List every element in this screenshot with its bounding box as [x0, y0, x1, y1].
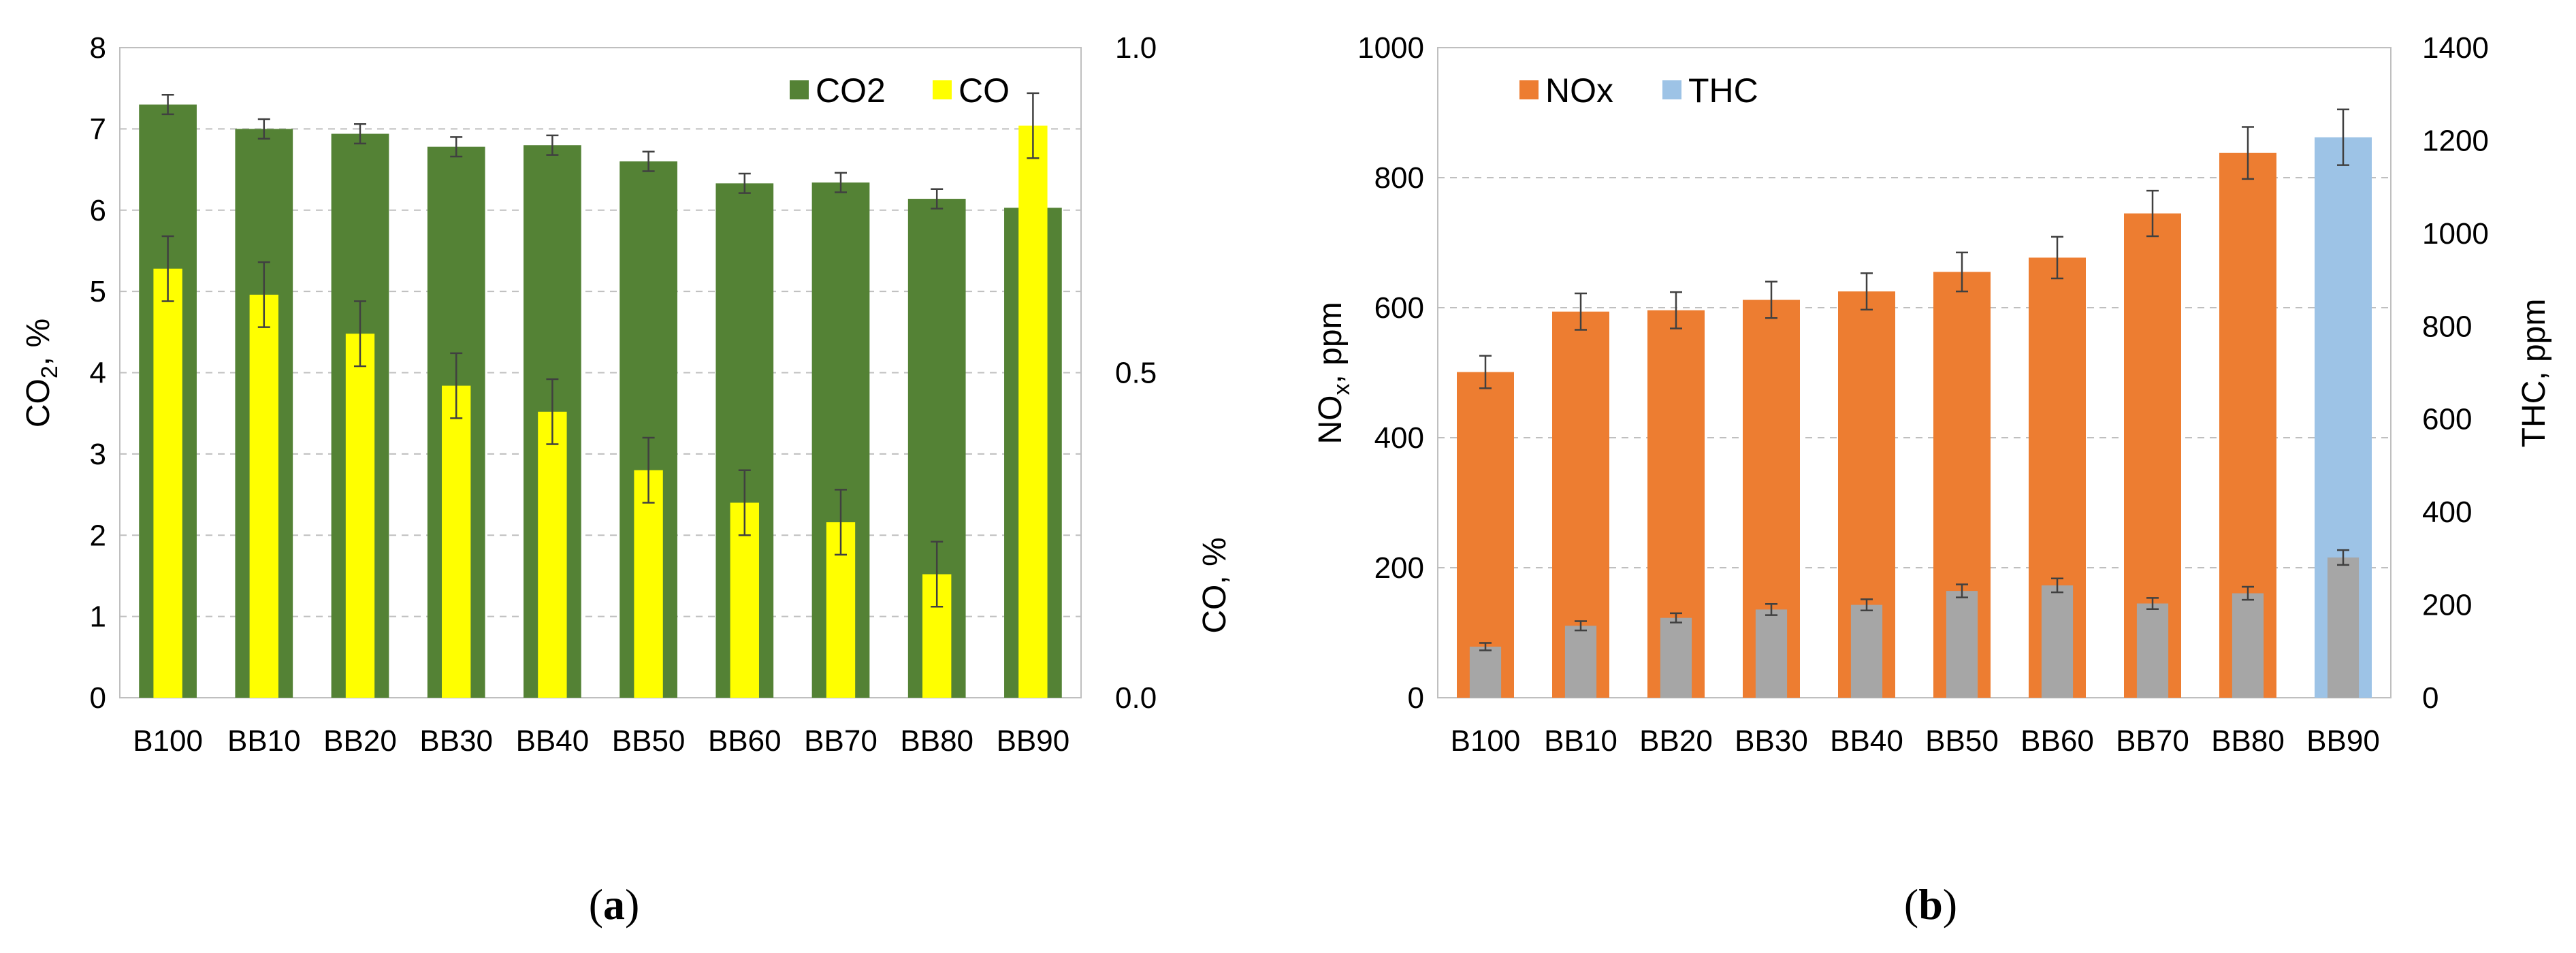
left-tick-label: 4: [90, 357, 106, 390]
left-tick-label: 8: [90, 31, 106, 65]
category-label-bb90: BB90: [997, 724, 1070, 758]
bar-thc-grey-bb20: [1660, 617, 1692, 698]
category-label-bb90: BB90: [2306, 724, 2380, 758]
panel-a-category-labels: B100 BB10 BB20 BB30 BB40 BB50 BB60 BB70 BB80 BB90: [133, 724, 1069, 758]
panel-a-bars: [139, 92, 1062, 698]
panel-b-legend: NOx THC: [1519, 71, 1758, 110]
panel-b-right-ticks: 0 200 400 600 800 1000 1200 1400: [2422, 31, 2489, 715]
category-label-bb80: BB80: [2211, 724, 2285, 758]
right-tick-label: 600: [2422, 403, 2472, 436]
legend-label-co2: CO2: [816, 71, 886, 110]
left-tick-label: 3: [90, 438, 106, 471]
panel-b-plot-frame: [1437, 47, 2392, 698]
right-tick-label: 1200: [2422, 124, 2489, 157]
category-label-b100: B100: [133, 724, 203, 758]
panel-b-left-ticks: 0 200 400 600 800 1000: [1357, 31, 1424, 715]
panel-b-right-axis-label: THC, ppm: [2516, 299, 2552, 448]
left-tick-label: 2: [90, 519, 106, 552]
right-tick-label: 400: [2422, 496, 2472, 529]
bar-co-bb20: [345, 334, 375, 698]
panel-b-caption: (b): [1904, 880, 1957, 928]
legend-swatch-nox: [1519, 80, 1539, 99]
legend-swatch-co2: [790, 80, 809, 99]
right-tick-label: 800: [2422, 310, 2472, 343]
right-tick-label: 200: [2422, 589, 2472, 622]
category-label-bb10: BB10: [227, 724, 301, 758]
panel-b-left-axis-label: NOx, ppm: [1313, 302, 1355, 444]
category-label-bb10: BB10: [1544, 724, 1617, 758]
category-label-b100: B100: [1451, 724, 1521, 758]
bar-co-bb10: [249, 294, 278, 698]
legend-label-co: CO: [959, 71, 1010, 110]
panel-b-bars: [1457, 108, 2372, 698]
panel-a-caption: (a): [589, 880, 640, 928]
left-tick-label: 200: [1374, 551, 1424, 585]
panel-a-legend: CO2 CO: [790, 71, 1010, 110]
left-tick-label: 6: [90, 194, 106, 227]
right-tick-label: 0.0: [1115, 681, 1157, 715]
legend-label-nox: NOx: [1545, 71, 1613, 110]
bar-thc-grey-bb80: [2232, 593, 2264, 698]
right-tick-label: 0.5: [1115, 357, 1157, 390]
right-tick-label: 1.0: [1115, 31, 1157, 65]
bar-thc-grey-bb50: [1946, 591, 1978, 698]
bar-co-bb40: [538, 411, 567, 698]
category-label-bb70: BB70: [804, 724, 878, 758]
left-tick-label: 5: [90, 275, 106, 308]
left-tick-label: 600: [1374, 291, 1424, 325]
category-label-bb50: BB50: [1925, 724, 1999, 758]
right-tick-label: 1000: [2422, 217, 2489, 251]
left-tick-label: 800: [1374, 161, 1424, 195]
category-label-bb20: BB20: [323, 724, 397, 758]
panel-a-chart: 0 1 2 3 4 5 6 7 8 0.0 0.5 1.0 B100 BB10 BB20 BB30 BB40…: [20, 31, 1233, 928]
right-tick-label: 1400: [2422, 31, 2489, 65]
bar-co-b100: [153, 268, 182, 698]
category-label-bb80: BB80: [900, 724, 973, 758]
category-label-bb70: BB70: [2116, 724, 2189, 758]
bar-thc-grey-bb60: [2041, 585, 2074, 698]
right-tick-label: 0: [2422, 681, 2438, 715]
legend-swatch-co: [933, 80, 952, 99]
panel-a-left-axis-label: CO2, %: [20, 319, 63, 427]
bar-co-bb90: [1018, 125, 1048, 698]
legend-swatch-thc: [1662, 80, 1681, 99]
category-label-bb40: BB40: [516, 724, 590, 758]
bar-co-bb30: [442, 385, 471, 698]
panel-b-category-labels: B100 BB10 BB20 BB30 BB40 BB50 BB60 BB70 BB80 BB90: [1451, 724, 2380, 758]
bar-thc-grey-b100: [1469, 646, 1502, 698]
category-label-bb30: BB30: [1735, 724, 1808, 758]
panel-a-left-ticks: 0 1 2 3 4 5 6 7 8: [90, 31, 106, 715]
bar-thc-grey-bb90: [2327, 557, 2360, 698]
bar-co-bb50: [634, 470, 663, 698]
bar-thc-grey-bb10: [1564, 626, 1597, 698]
category-label-bb50: BB50: [612, 724, 686, 758]
panel-a-right-ticks: 0.0 0.5 1.0: [1115, 31, 1157, 715]
left-tick-label: 400: [1374, 421, 1424, 455]
left-tick-label: 1: [90, 600, 106, 634]
bar-thc-grey-bb70: [2136, 603, 2169, 698]
category-label-bb40: BB40: [1830, 724, 1903, 758]
category-label-bb20: BB20: [1639, 724, 1713, 758]
left-tick-label: 7: [90, 112, 106, 146]
panel-a-right-axis-label: CO, %: [1197, 537, 1233, 633]
bar-thc-grey-bb40: [1850, 604, 1883, 698]
category-label-bb60: BB60: [2020, 724, 2094, 758]
category-label-bb30: BB30: [419, 724, 493, 758]
left-tick-label: 1000: [1357, 31, 1424, 65]
panel-b-chart: 0 200 400 600 800 1000 0 200 400 600 800 1000 1200 1…: [1313, 31, 2552, 928]
left-tick-label: 0: [1408, 681, 1424, 715]
left-tick-label: 0: [90, 681, 106, 715]
category-label-bb60: BB60: [708, 724, 782, 758]
bar-thc-grey-bb30: [1755, 609, 1788, 698]
legend-label-thc: THC: [1688, 71, 1758, 110]
